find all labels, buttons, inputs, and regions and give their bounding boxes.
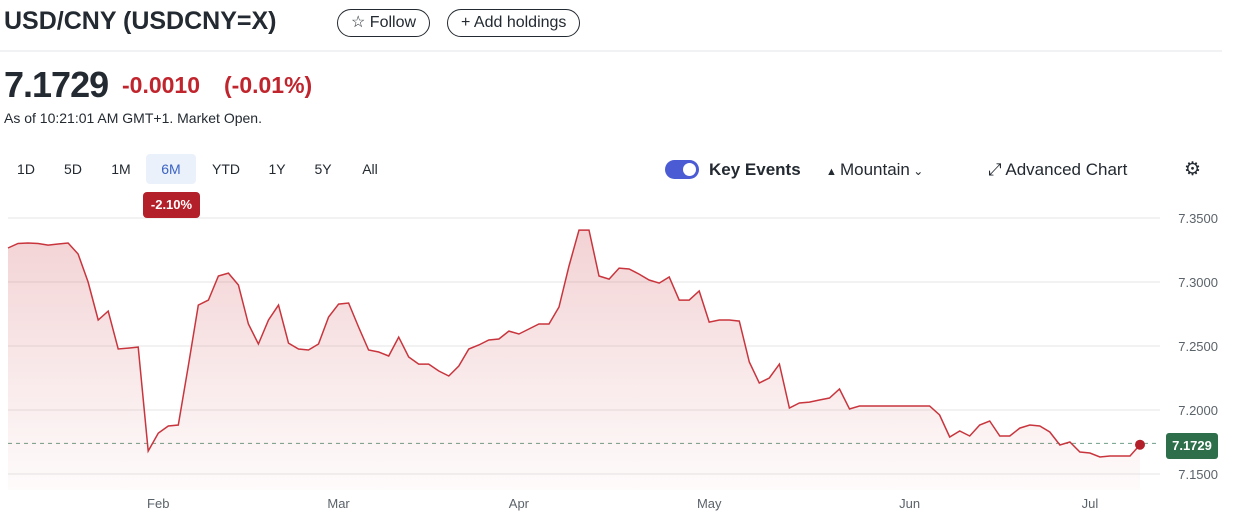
range-button[interactable]: 5Y	[314, 161, 332, 177]
area-fill	[8, 230, 1140, 490]
price-line	[7, 229, 1141, 458]
chart-style[interactable]: ▲ Mountain ⌄	[826, 160, 924, 179]
y-tick-label: 7.2500	[1178, 339, 1218, 354]
x-tick-label: Jul	[1082, 496, 1099, 511]
x-tick-label: Mar	[327, 496, 350, 511]
add-holdings-label: Add holdings	[473, 14, 567, 31]
range-button[interactable]: 1Y	[268, 161, 286, 177]
follow-label: Follow	[369, 14, 417, 31]
change: -0.0010	[122, 72, 201, 98]
y-tick-label: 7.1500	[1178, 467, 1218, 482]
change-percent: (-0.01%)	[224, 72, 313, 98]
advanced-chart-label: Advanced Chart	[1005, 160, 1128, 179]
toggle[interactable]	[665, 160, 699, 179]
title: USD/CNY (USDCNY=X)	[4, 7, 277, 35]
as-of: As of 10:21:01 AM GMT+1. Market Open.	[4, 110, 262, 126]
key-events[interactable]: Key Events	[709, 160, 801, 179]
advanced-chart[interactable]: ⤢ Advanced Chart	[988, 160, 1128, 179]
follow-button[interactable]: ☆ Follow	[337, 9, 431, 37]
x-tick-label: Jun	[899, 496, 920, 511]
range-button[interactable]: YTD	[212, 161, 240, 177]
range-change-badge: -2.10%	[143, 192, 200, 218]
range-button[interactable]: 1M	[111, 161, 131, 177]
x-tick-label: May	[697, 496, 722, 511]
y-tick-label: 7.3000	[1178, 275, 1218, 290]
x-tick-label: Feb	[147, 496, 169, 511]
range-button[interactable]: 1D	[17, 161, 35, 177]
last-point	[1135, 439, 1145, 450]
price-tag: 7.1729	[1166, 433, 1218, 459]
range-button[interactable]: 6M	[146, 154, 196, 184]
range-button[interactable]: All	[362, 161, 378, 177]
y-tick-label: 7.2000	[1178, 403, 1218, 418]
x-tick-label: Apr	[509, 496, 530, 511]
settings-icon[interactable]: ⚙	[1184, 159, 1202, 180]
chart-style-label: Mountain	[839, 160, 910, 179]
y-tick-label: 7.3500	[1178, 211, 1218, 226]
range-button[interactable]: 5D	[64, 161, 82, 177]
add-holdings-button[interactable]: + Add holdings	[447, 9, 581, 37]
price: 7.1729	[4, 64, 109, 105]
